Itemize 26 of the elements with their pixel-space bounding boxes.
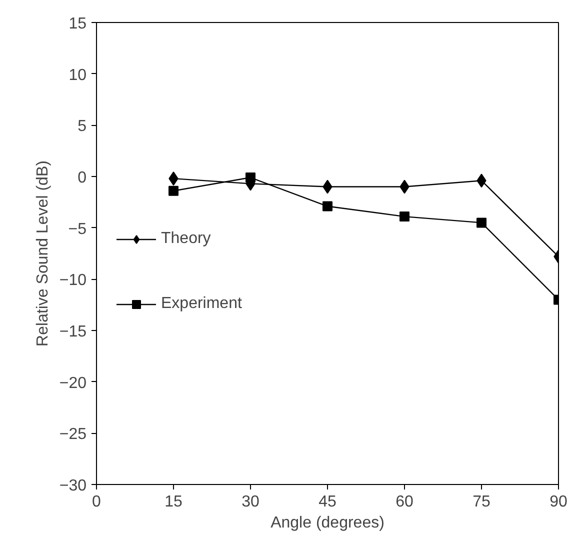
y-axis-title: Relative Sound Level (dB) [34,160,52,346]
y-tick-label: 15 [68,16,87,32]
y-tick-label: 0 [78,170,87,186]
y-tick-label: 10 [68,66,87,84]
y-tick-label: −5 [68,220,87,238]
x-tick-label: 15 [164,494,182,510]
y-tick-label: −25 [59,426,87,444]
y-tick-label: −10 [59,272,87,290]
x-tick-label: 90 [550,494,568,510]
point [246,172,256,183]
x-tick-label: 60 [396,494,414,510]
y-tick-label: −15 [59,324,87,340]
y-tick-label: 5 [78,118,87,136]
x-tick-label: 45 [318,494,336,510]
y-tick-label: −20 [59,374,87,392]
x-tick-label: 30 [242,494,260,510]
point [322,201,332,212]
x-tick-label: 75 [472,494,490,510]
legend-label: Experiment [161,295,242,313]
x-axis-title: Angle (degrees) [270,514,384,532]
y-tick-label: −30 [59,478,87,494]
legend-label: Theory [161,230,211,248]
x-tick-label: 0 [92,494,102,510]
point [476,218,486,228]
point [400,212,410,222]
point [168,186,178,196]
